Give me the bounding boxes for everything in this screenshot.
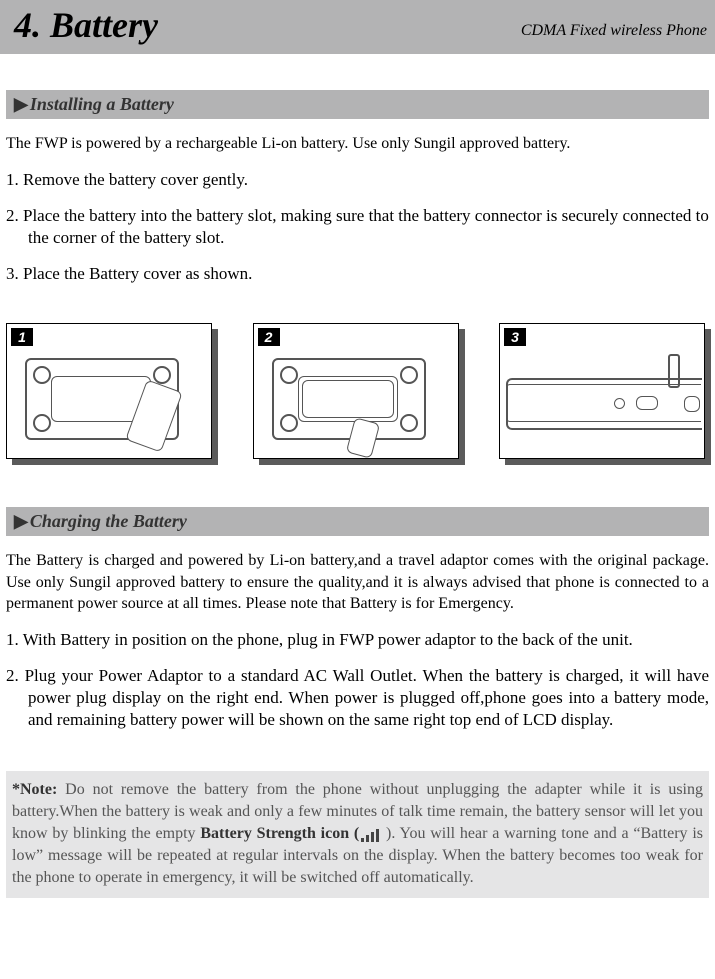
antenna-icon	[668, 354, 680, 388]
section2-intro: The Battery is charged and powered by Li…	[6, 550, 709, 615]
screw-icon	[280, 366, 298, 384]
figure-number: 2	[258, 328, 280, 346]
section2-step-1: 1. With Battery in position on the phone…	[6, 629, 709, 651]
section1-step-2: 2. Place the battery into the battery sl…	[6, 205, 709, 249]
port-icon	[636, 396, 658, 410]
screw-icon	[33, 414, 51, 432]
section2-step-2: 2. Plug your Power Adaptor to a standard…	[6, 665, 709, 731]
figure-1: 1	[6, 323, 216, 463]
figure-3: 3	[499, 323, 709, 463]
page-title: 4. Battery	[14, 4, 158, 46]
section-heading-installing: ▶Installing a Battery	[6, 90, 709, 119]
figure-box: 1	[6, 323, 212, 459]
figure-number: 3	[504, 328, 526, 346]
page-subtitle: CDMA Fixed wireless Phone	[521, 22, 707, 46]
screw-icon	[33, 366, 51, 384]
figure-box: 2	[253, 323, 459, 459]
section1-intro: The FWP is powered by a rechargeable Li-…	[6, 133, 709, 155]
triangle-icon: ▶	[14, 511, 28, 532]
section-heading-text: Installing a Battery	[30, 94, 174, 114]
section1-step-3: 3. Place the Battery cover as shown.	[6, 263, 709, 285]
battery-strength-icon	[359, 828, 381, 842]
screw-icon	[280, 414, 298, 432]
port-icon	[614, 398, 625, 409]
figure-row: 1 2	[6, 323, 709, 463]
battery-pack	[302, 380, 394, 418]
device-side-inner	[506, 384, 701, 422]
page-header: 4. Battery CDMA Fixed wireless Phone	[0, 0, 715, 54]
note-strong-mid: Battery Strength icon (	[200, 825, 359, 842]
figure-box: 3	[499, 323, 705, 459]
figure-2: 2	[253, 323, 463, 463]
manual-page: 4. Battery CDMA Fixed wireless Phone ▶In…	[0, 0, 715, 898]
section-heading-charging: ▶Charging the Battery	[6, 507, 709, 536]
screw-icon	[400, 366, 418, 384]
note-box: *Note: Do not remove the battery from th…	[6, 771, 709, 897]
triangle-icon: ▶	[14, 94, 28, 115]
section1-step-1: 1. Remove the battery cover gently.	[6, 169, 709, 191]
screw-icon	[153, 366, 171, 384]
note-label: *Note:	[12, 781, 57, 798]
port-icon	[684, 396, 700, 412]
figure-number: 1	[11, 328, 33, 346]
screw-icon	[400, 414, 418, 432]
section-heading-text: Charging the Battery	[30, 511, 187, 531]
